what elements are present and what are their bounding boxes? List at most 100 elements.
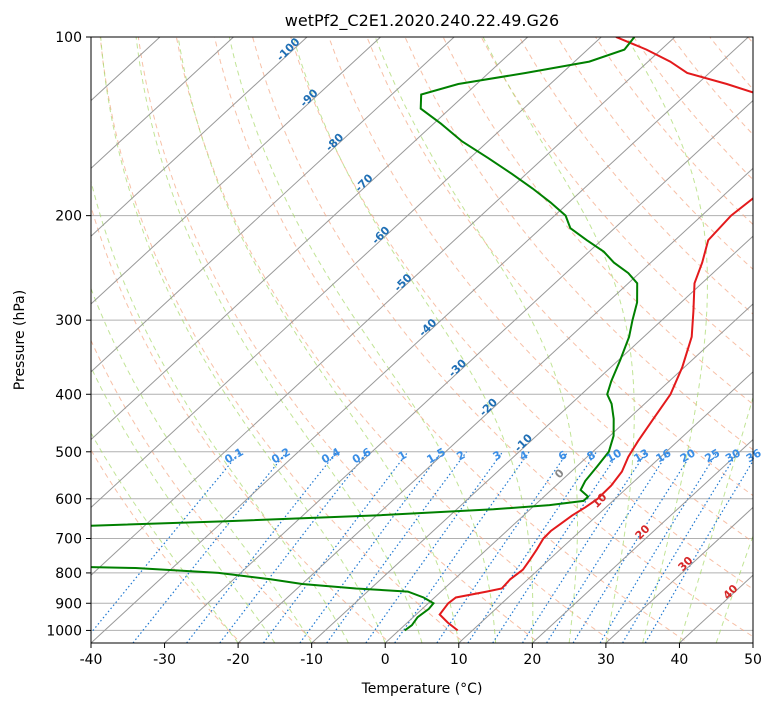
dry-adiabat [404,37,753,451]
mixing-ratio-line [622,451,739,643]
mixing-ratio-label: 6 [556,448,569,463]
isotherm-label: -60 [369,224,392,247]
moist-adiabat-label: 10 [590,490,610,510]
x-axis-title: Temperature (°C) [361,681,483,697]
moist-adiabat [91,287,313,643]
mixing-ratio-label: 3 [491,448,504,463]
temperature-profile-line [438,37,753,632]
x-tick-label: -30 [153,652,176,668]
x-tick-label: -40 [80,652,103,668]
mixing-ratio-line [186,451,338,643]
y-tick-label: 100 [55,30,82,46]
y-tick-label: 800 [55,566,82,582]
dry-adiabat [480,37,753,360]
mixing-ratio-line [492,451,620,643]
background-lines [0,37,753,643]
isotherm [91,37,308,237]
dry-adiabat [556,37,753,270]
mixing-ratio-label: 16 [654,446,674,465]
isotherm [237,167,753,643]
isotherm-label: -20 [477,396,500,419]
dry-adiabat [137,37,540,643]
mixing-ratio-label: 4 [517,448,530,463]
dewpoint-profile-line [91,37,639,632]
x-tick-label: 20 [523,652,541,668]
moist-adiabat [374,37,578,643]
moist-adiabat [715,534,753,643]
mixing-ratio-line [365,451,504,643]
mixing-ratio-label: 30 [723,446,743,465]
isotherm [164,99,753,643]
axis-ticks: -40 -30 -20 -10 0 10 20 30 40 5010020030040050060… [46,30,762,668]
mixing-ratio-label: 20 [678,446,698,465]
isotherm [752,642,753,643]
moist-adiabat [135,37,423,643]
moist-adiabat-label: 30 [676,554,696,574]
moist-adiabat [100,37,386,643]
isotherm-label: -70 [352,171,375,194]
mixing-ratio-label: 0.6 [350,445,374,466]
mixing-ratio-label: 10 [604,446,624,465]
y-tick-label: 200 [55,209,82,225]
y-tick-label: 700 [55,532,82,548]
dry-adiabat [709,37,753,90]
moist-adiabat [177,37,460,643]
mixing-ratio-label: 2 [454,448,467,463]
mixing-ratio-line [299,451,443,643]
mixing-ratio-line [219,451,368,643]
isotherm [311,235,753,643]
sounding-profiles [91,37,753,632]
mixing-ratio-line [326,451,467,643]
mixing-ratio-line [572,451,694,643]
isotherm [605,506,753,643]
moist-adiabat [292,37,534,643]
dry-adiabat [252,37,753,638]
mixing-ratio-line [644,459,753,643]
mixing-ratio-line [263,451,409,643]
moist-adiabat-label: 20 [633,522,653,542]
dry-adiabat [290,37,753,590]
isotherm [91,37,381,305]
y-tick-label: 1000 [46,623,82,639]
isotherm-label: -80 [323,131,346,154]
x-tick-label: -10 [300,652,323,668]
isotherm [91,37,529,441]
dry-adiabat [747,37,753,44]
dry-adiabat [91,205,391,643]
dry-adiabat [518,37,753,315]
moist-adiabat [91,179,349,643]
isotherm-label: -40 [416,316,439,339]
dry-adiabat [328,37,753,543]
mixing-ratio-label: 1 [396,448,409,463]
mixing-ratio-line [546,451,670,643]
dry-adiabat [366,37,753,497]
line-labels: -100-90-80-70-60-50-40-30-20-100.1 0.2 0.4… [222,35,764,602]
isotherm [679,574,753,643]
mixing-ratio-line [521,451,647,643]
x-tick-label: 30 [597,652,615,668]
isotherm [91,37,676,576]
dry-adiabat [91,339,317,643]
dry-adiabat [91,449,242,643]
mixing-ratio-label: 0.2 [269,445,292,466]
x-tick-label: 40 [671,652,689,668]
mixing-ratio-label: 8 [585,448,598,463]
moist-adiabat [91,366,276,643]
moist-adiabat [678,395,753,643]
mixing-ratio-line [91,451,241,634]
isotherm [384,303,753,643]
y-tick-label: 300 [55,313,82,329]
isotherm [91,37,455,373]
y-tick-label: 500 [55,445,82,461]
moist-adiabat [228,37,497,643]
mixing-ratio-line [467,451,597,643]
dry-adiabat [175,37,615,643]
isotherm [0,37,13,643]
dry-adiabat [214,37,690,643]
y-tick-label: 900 [55,596,82,612]
x-tick-label: 0 [381,652,390,668]
x-tick-label: -20 [227,652,250,668]
isotherm [91,37,602,509]
isotherm-label: -100 [274,35,303,64]
